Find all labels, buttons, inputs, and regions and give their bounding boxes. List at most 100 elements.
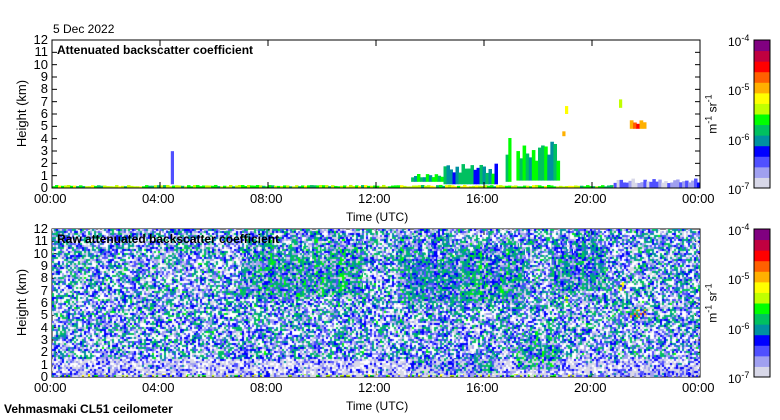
backscatter-cell — [508, 185, 512, 188]
tick-exponent: -6 — [741, 320, 750, 331]
x-tick-label: 20:00 — [574, 380, 607, 395]
backscatter-cell — [412, 185, 416, 188]
colorbar-segment — [754, 177, 770, 189]
backscatter-cell — [133, 186, 137, 188]
backscatter-cell — [505, 154, 509, 182]
backscatter-cell — [472, 185, 476, 188]
raw-noise-canvas — [52, 229, 700, 377]
y-tick-label: 11 — [34, 44, 49, 60]
backscatter-cell — [502, 185, 506, 188]
unit-part: -1 — [703, 283, 714, 292]
backscatter-cell — [519, 158, 524, 181]
backscatter-cell — [439, 184, 443, 188]
colorbar-segment — [754, 313, 770, 325]
backscatter-cell — [73, 185, 77, 188]
colorbar-segment — [754, 82, 770, 94]
tick-base: 10 — [728, 224, 742, 238]
tick-base: 10 — [728, 322, 742, 337]
colorbar-segment — [754, 40, 770, 52]
backscatter-cell — [520, 186, 524, 188]
backscatter-cell — [676, 179, 680, 188]
backscatter-cell — [556, 186, 560, 188]
backscatter-cell — [619, 99, 623, 108]
backscatter-cell — [556, 160, 561, 181]
backscatter-cell — [484, 185, 488, 188]
backscatter-cell — [199, 186, 203, 188]
backscatter-cell — [229, 184, 233, 188]
backscatter-cell — [415, 185, 419, 188]
backscatter-cell — [280, 186, 284, 188]
colorbar-segment — [754, 366, 770, 378]
colorbar-segment — [754, 166, 770, 178]
station-label: Vehmasmaki CL51 ceilometer — [4, 402, 173, 416]
backscatter-cell — [461, 164, 465, 185]
backscatter-cell — [160, 185, 164, 188]
backscatter-cell — [559, 185, 563, 188]
backscatter-cell — [289, 186, 293, 188]
tick-exponent: -4 — [741, 222, 750, 232]
backscatter-cell — [428, 175, 433, 182]
backscatter-cell — [169, 186, 173, 188]
backscatter-cell — [451, 185, 455, 188]
backscatter-cell — [664, 180, 668, 188]
tick-base: 10 — [728, 273, 742, 288]
backscatter-cell — [382, 184, 386, 188]
backscatter-cell — [124, 186, 128, 188]
backscatter-cell — [178, 185, 182, 188]
x-tick-label: 08:00 — [250, 191, 283, 206]
backscatter-cell — [571, 185, 575, 188]
backscatter-cell — [421, 185, 425, 188]
x-axis-label: Time (UTC) — [346, 210, 409, 224]
backscatter-cell — [157, 185, 161, 188]
colorbar-tick-label: 10-5 — [728, 271, 749, 287]
backscatter-cell — [445, 185, 449, 188]
backscatter-cell — [525, 153, 530, 181]
backscatter-cell — [534, 160, 539, 181]
backscatter-cell — [425, 174, 430, 182]
backscatter-cell — [565, 185, 569, 188]
backscatter-cell — [487, 185, 491, 188]
backscatter-cell — [544, 146, 548, 181]
backscatter-cell — [528, 157, 533, 181]
backscatter-cell — [531, 150, 536, 181]
backscatter-cell — [94, 185, 98, 188]
backscatter-cell — [376, 185, 380, 188]
x-tick-label: 00:00 — [682, 191, 715, 206]
backscatter-cell — [277, 185, 281, 188]
backscatter-cell — [244, 185, 248, 188]
backscatter-cell — [479, 164, 483, 185]
backscatter-cell — [217, 186, 221, 188]
backscatter-cell — [494, 163, 498, 185]
backscatter-cell — [473, 169, 477, 185]
y-tick-label: 12 — [33, 32, 48, 47]
backscatter-cell — [58, 185, 62, 188]
backscatter-cell — [637, 182, 641, 188]
backscatter-cell — [613, 182, 618, 188]
unit-part: -1 — [703, 115, 714, 124]
colorbar-segment — [754, 271, 770, 283]
colorbar-segment — [754, 145, 770, 157]
backscatter-cell — [241, 185, 245, 188]
backscatter-cell — [313, 185, 317, 188]
tick-base: 10 — [728, 183, 742, 197]
plot-title: Raw attenuated backscatter coefficient — [57, 232, 280, 246]
backscatter-cell — [136, 186, 140, 188]
backscatter-cell — [118, 186, 122, 188]
backscatter-cell — [670, 182, 674, 188]
backscatter-cell — [463, 184, 467, 188]
backscatter-cell — [100, 185, 104, 188]
backscatter-cell — [262, 185, 266, 188]
backscatter-cell — [424, 185, 428, 188]
colorbar-frame — [753, 228, 771, 378]
backscatter-cell — [470, 165, 474, 185]
y-tick-label: 6 — [40, 295, 48, 310]
date-label: 5 Dec 2022 — [53, 22, 115, 36]
colorbar-tick-label: 10-5 — [728, 82, 749, 98]
backscatter-cell — [436, 185, 440, 188]
backscatter-cell — [505, 185, 509, 188]
backscatter-cell — [337, 186, 341, 188]
y-tick-label: 11 — [34, 233, 49, 249]
colorbar-segment — [754, 250, 770, 262]
backscatter-cell — [325, 185, 329, 188]
backscatter-cell — [478, 185, 482, 188]
